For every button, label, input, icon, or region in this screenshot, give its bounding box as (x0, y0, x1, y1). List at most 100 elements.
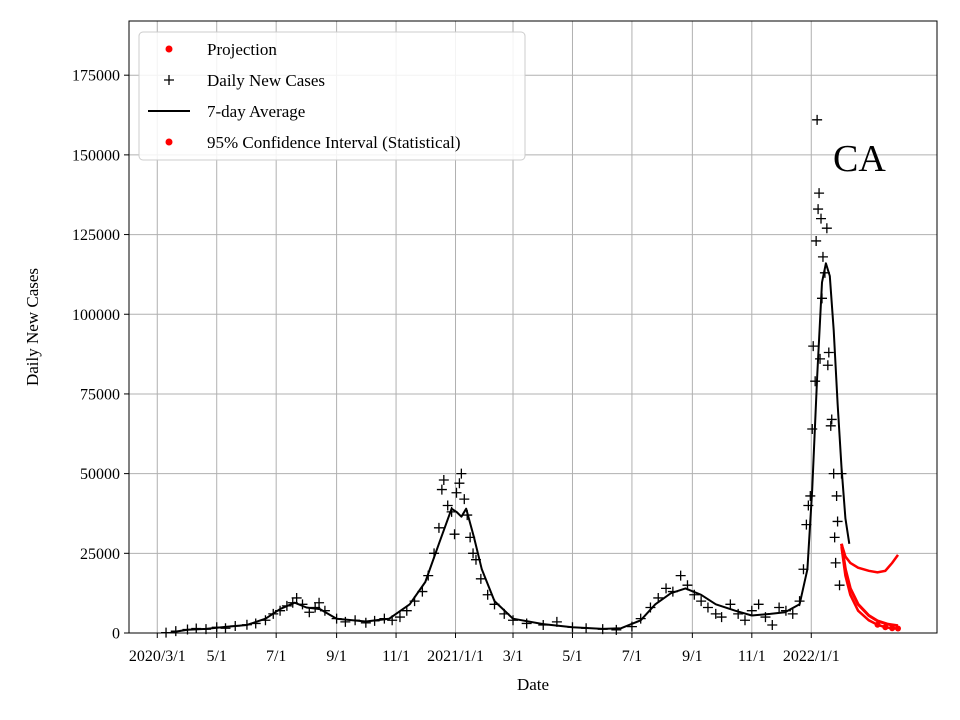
y-axis-label: Daily New Cases (23, 268, 42, 386)
daily-case-marker (819, 267, 830, 278)
y-tick-label: 75000 (80, 386, 120, 403)
daily-case-marker (794, 596, 805, 607)
y-tick-label: 50000 (80, 466, 120, 483)
x-tick-label: 2021/1/1 (427, 648, 484, 665)
daily-case-marker (581, 623, 592, 634)
daily-case-marker (449, 529, 460, 540)
y-tick-label: 175000 (72, 68, 120, 85)
daily-case-marker (409, 596, 420, 607)
daily-case-marker (468, 548, 479, 559)
plot-frame (128, 20, 938, 634)
ci-point (889, 625, 896, 632)
plot-series (161, 114, 902, 638)
x-tick-label: 7/1 (266, 648, 286, 665)
x-tick-label: 2020/3/1 (129, 648, 186, 665)
daily-case-marker (813, 204, 824, 215)
daily-case-marker (826, 414, 837, 425)
daily-case-marker (489, 599, 500, 610)
daily-case-marker (211, 622, 222, 633)
y-tick-label: 125000 (72, 227, 120, 244)
daily-case-marker (417, 586, 428, 597)
daily-case-marker (470, 554, 481, 565)
daily-case-marker (689, 589, 700, 600)
daily-case-marker (360, 617, 371, 628)
daily-case-marker (340, 616, 351, 627)
daily-case-marker (465, 532, 476, 543)
daily-case-marker (429, 548, 440, 559)
daily-case-marker (810, 376, 821, 387)
daily-case-marker (304, 607, 315, 618)
daily-case-marker (746, 605, 757, 616)
y-tick-label: 25000 (80, 546, 120, 563)
daily-case-marker (739, 615, 750, 626)
x-tick-label: 3/1 (503, 648, 523, 665)
daily-case-marker (521, 618, 532, 629)
daily-case-marker (787, 608, 798, 619)
daily-case-marker (438, 475, 449, 485)
legend-label: 95% Confidence Interval (Statistical) (207, 133, 461, 152)
daily-case-marker (220, 623, 231, 634)
daily-case-marker (811, 235, 822, 246)
daily-case-marker (675, 570, 686, 581)
daily-case-marker (401, 605, 412, 616)
daily-case-marker (653, 592, 664, 603)
legend-plus-marker (164, 75, 174, 85)
daily-case-marker (733, 608, 744, 619)
daily-case-marker (191, 623, 202, 634)
projection-line (840, 543, 899, 628)
daily-case-marker (798, 564, 809, 575)
ci-point (882, 624, 889, 631)
x-tick-label: 9/1 (326, 648, 346, 665)
x-tick-label: 9/1 (682, 648, 702, 665)
daily-case-marker (538, 620, 549, 631)
daily-case-marker (281, 600, 292, 611)
daily-case-marker (499, 608, 510, 619)
daily-case-marker (387, 615, 398, 626)
legend: Projection Daily New Cases 7-day Average 95… (138, 31, 526, 161)
x-axis-label: Date (517, 675, 549, 694)
daily-case-marker (832, 516, 843, 527)
daily-case-marker (241, 619, 252, 630)
daily-case-marker (456, 468, 467, 479)
daily-case-marker (379, 613, 390, 624)
y-axis-ticks: 0 25000 50000 75000 100000 125000 150000 175000 (72, 68, 129, 643)
daily-case-marker (170, 626, 181, 637)
daily-case-marker (831, 490, 842, 501)
daily-case-marker (451, 487, 462, 498)
daily-case-marker (436, 484, 447, 495)
daily-case-marker (482, 589, 493, 600)
x-tick-label: 11/1 (382, 648, 410, 665)
daily-case-marker (667, 586, 678, 597)
y-tick-label: 150000 (72, 147, 120, 164)
daily-case-marker (508, 615, 519, 626)
daily-case-marker (821, 223, 832, 234)
daily-case-marker (275, 605, 286, 616)
x-tick-label: 7/1 (622, 648, 642, 665)
daily-case-marker (394, 612, 405, 623)
daily-case-marker (475, 573, 486, 584)
legend-dot-marker (165, 45, 173, 53)
daily-case-marker (814, 188, 825, 199)
ci-point (874, 621, 881, 628)
region-label: CA (833, 138, 886, 180)
x-tick-label: 11/1 (738, 648, 766, 665)
daily-case-marker (822, 360, 833, 371)
x-tick-label: 5/1 (562, 648, 582, 665)
daily-case-marker (423, 570, 434, 581)
daily-case-marker (836, 468, 847, 479)
daily-case-marker (830, 557, 841, 568)
daily-case-marker (369, 615, 380, 626)
daily-case-marker (716, 612, 727, 623)
legend-label: Daily New Cases (207, 71, 325, 90)
daily-case-marker (767, 620, 778, 631)
daily-case-marker (297, 599, 308, 610)
ci-point (895, 625, 902, 632)
daily-case-marker (834, 580, 845, 591)
daily-case-marker (702, 602, 713, 613)
daily-case-marker (753, 599, 764, 610)
daily-case-marker (829, 532, 840, 543)
daily-case-marker (442, 500, 453, 511)
daily-case-marker (291, 592, 302, 603)
legend-label: Projection (207, 40, 277, 59)
